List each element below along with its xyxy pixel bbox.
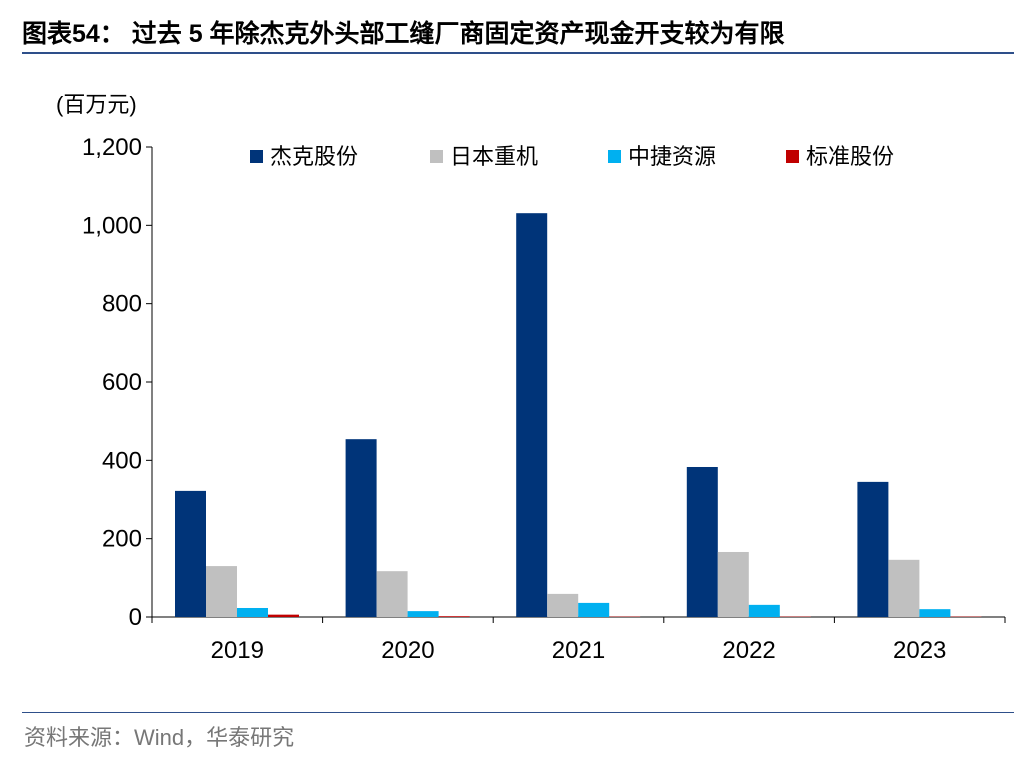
y-tick-label: 1,200 bbox=[82, 134, 142, 161]
legend-swatch bbox=[786, 150, 799, 163]
x-tick-label: 2021 bbox=[552, 637, 605, 664]
x-tick-label: 2023 bbox=[893, 637, 946, 664]
x-tick-label: 2019 bbox=[211, 637, 264, 664]
bar-中捷资源-2021 bbox=[578, 602, 610, 617]
y-tick-label: 1,000 bbox=[82, 212, 142, 239]
legend-label: 标准股份 bbox=[806, 144, 894, 169]
title-divider bbox=[22, 52, 1014, 54]
legend-swatch bbox=[430, 150, 443, 163]
bar-日本重机-2023 bbox=[888, 559, 920, 617]
bar-杰克股份-2022 bbox=[686, 466, 718, 617]
bar-标准股份-2020 bbox=[438, 616, 470, 617]
bar-中捷资源-2020 bbox=[407, 611, 439, 617]
bar-日本重机-2020 bbox=[376, 571, 408, 617]
y-unit-label: (百万元) bbox=[56, 92, 137, 117]
bar-日本重机-2022 bbox=[717, 551, 749, 617]
y-tick-label: 400 bbox=[102, 447, 142, 474]
bar-杰克股份-2019 bbox=[175, 490, 206, 617]
bar-杰克股份-2020 bbox=[345, 439, 377, 617]
legend-label: 中捷资源 bbox=[628, 144, 716, 169]
bar-杰克股份-2023 bbox=[857, 481, 889, 617]
y-tick-label: 600 bbox=[102, 369, 142, 396]
bar-日本重机-2021 bbox=[547, 593, 579, 617]
legend-swatch bbox=[250, 150, 263, 163]
bar-中捷资源-2019 bbox=[237, 607, 268, 617]
x-tick-label: 2022 bbox=[722, 637, 775, 664]
legend-label: 日本重机 bbox=[450, 144, 538, 169]
source-note: 资料来源：Wind，华泰研究 bbox=[24, 725, 295, 750]
bar-标准股份-2019 bbox=[268, 614, 299, 617]
bar-日本重机-2019 bbox=[206, 566, 237, 617]
bar-中捷资源-2023 bbox=[919, 609, 951, 617]
bar-中捷资源-2022 bbox=[748, 604, 780, 617]
legend-label: 杰克股份 bbox=[270, 144, 358, 169]
x-tick-label: 2020 bbox=[381, 637, 434, 664]
source-divider bbox=[22, 712, 1014, 713]
y-tick-label: 0 bbox=[129, 604, 142, 631]
y-tick-label: 200 bbox=[102, 526, 142, 553]
legend-swatch bbox=[608, 150, 621, 163]
chart-title: 图表54： 过去 5 年除杰克外头部工缝厂商固定资产现金开支较为有限 bbox=[22, 20, 785, 48]
bar-杰克股份-2021 bbox=[516, 213, 548, 618]
y-tick-label: 800 bbox=[102, 291, 142, 318]
